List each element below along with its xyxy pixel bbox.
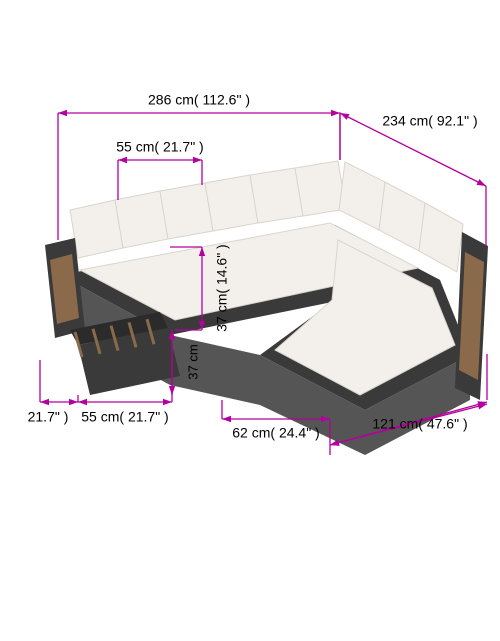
dim-table-height: 37 cm: [185, 344, 200, 379]
back-cushion: [205, 175, 258, 231]
side-cushion: [379, 182, 425, 251]
dim-table-left: 21.7" ): [28, 409, 69, 425]
side-cushion: [339, 162, 385, 230]
back-cushion: [115, 191, 168, 248]
dim-seat-depth: 62 cm( 24.4" ): [232, 425, 319, 441]
dim-table-width: 55 cm( 21.7" ): [81, 409, 168, 425]
dim-module-width: 55 cm( 21.7" ): [116, 139, 203, 155]
dim-back-width: 286 cm( 112.6" ): [148, 92, 250, 108]
back-cushion: [250, 168, 303, 223]
front-mid: [170, 335, 260, 405]
dim-module-height: 37 cm( 14.6" ): [214, 244, 230, 331]
dim-side-depth: 234 cm( 92.1" ): [382, 113, 477, 129]
dim-right-front: 121 cm( 47.6" ): [372, 416, 467, 432]
back-cushion: [160, 183, 213, 239]
back-cushion: [70, 200, 123, 258]
side-cushion: [419, 203, 463, 272]
back-cushion: [295, 161, 346, 216]
